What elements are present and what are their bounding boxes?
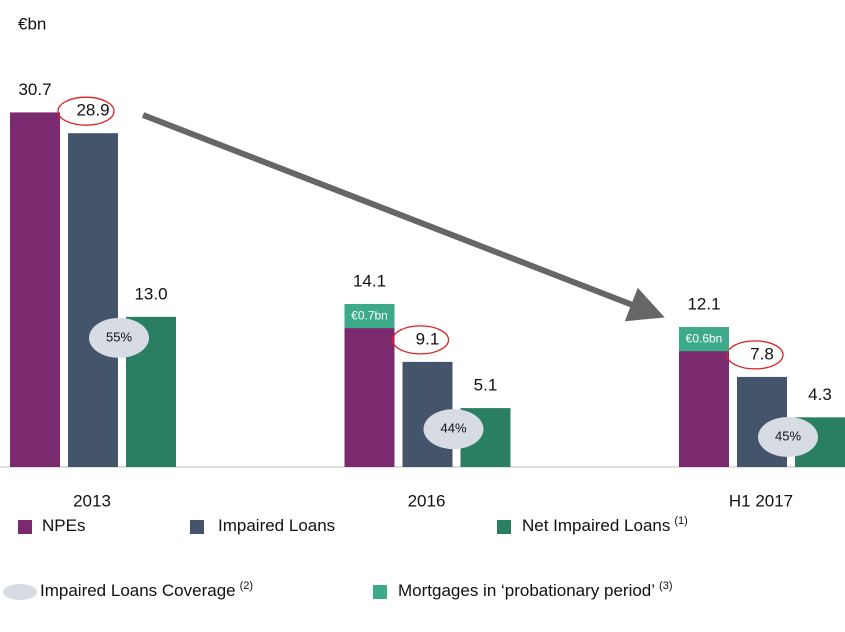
segment-label: €0.6bn xyxy=(686,331,723,345)
coverage-label: 44% xyxy=(440,421,466,436)
legend-name: Impaired Loans xyxy=(218,516,335,535)
legend-swatch xyxy=(3,584,37,600)
unit-label: €bn xyxy=(18,14,46,33)
data-label: 13.0 xyxy=(134,284,167,303)
legend-label: Net Impaired Loans (1) xyxy=(522,515,688,536)
data-label: 28.9 xyxy=(76,101,109,120)
bar xyxy=(68,133,118,467)
x-tick-label: H1 2017 xyxy=(729,491,793,510)
coverage-label: 55% xyxy=(106,329,132,344)
legend-label: Impaired Loans Coverage (2) xyxy=(40,580,253,601)
data-label: 30.7 xyxy=(18,80,51,99)
legend-label: Mortgages in ‘probationary period’ (3) xyxy=(398,580,673,601)
data-label: 9.1 xyxy=(416,329,440,348)
bar xyxy=(10,112,60,467)
legend-name: NPEs xyxy=(42,516,85,535)
legend-note: (3) xyxy=(659,580,672,592)
legend-note: (1) xyxy=(674,515,687,527)
data-label: 4.3 xyxy=(808,385,832,404)
legend-swatch xyxy=(18,520,32,534)
segment-label: €0.7bn xyxy=(351,308,388,322)
trend-arrow xyxy=(141,112,665,322)
legend-swatch xyxy=(190,520,204,534)
legend-swatch xyxy=(497,520,511,534)
coverage-marker xyxy=(758,417,818,457)
data-label: 12.1 xyxy=(687,295,720,314)
probationary-segment xyxy=(679,327,729,335)
bar xyxy=(344,304,395,467)
data-label: 14.1 xyxy=(353,272,386,291)
x-tick-label: 2013 xyxy=(73,491,111,510)
legend-name: Impaired Loans Coverage xyxy=(40,581,236,600)
legend-swatch xyxy=(373,585,387,599)
coverage-label: 45% xyxy=(775,428,801,443)
highlight-circle xyxy=(726,340,784,370)
highlight-circle xyxy=(391,325,450,355)
legend-note: (2) xyxy=(240,580,253,592)
legend-name: Mortgages in ‘probationary period’ xyxy=(398,581,655,600)
coverage-marker xyxy=(89,317,149,358)
legend-name: Net Impaired Loans xyxy=(522,516,670,535)
legend-label: NPEs xyxy=(42,516,85,535)
coverage-marker xyxy=(423,409,484,450)
x-tick-label: 2016 xyxy=(408,491,446,510)
highlight-circle xyxy=(57,96,115,126)
probationary-segment xyxy=(344,304,395,313)
legend-label: Impaired Loans xyxy=(218,516,335,535)
data-label: 7.8 xyxy=(750,344,774,363)
data-label: 5.1 xyxy=(474,376,498,395)
